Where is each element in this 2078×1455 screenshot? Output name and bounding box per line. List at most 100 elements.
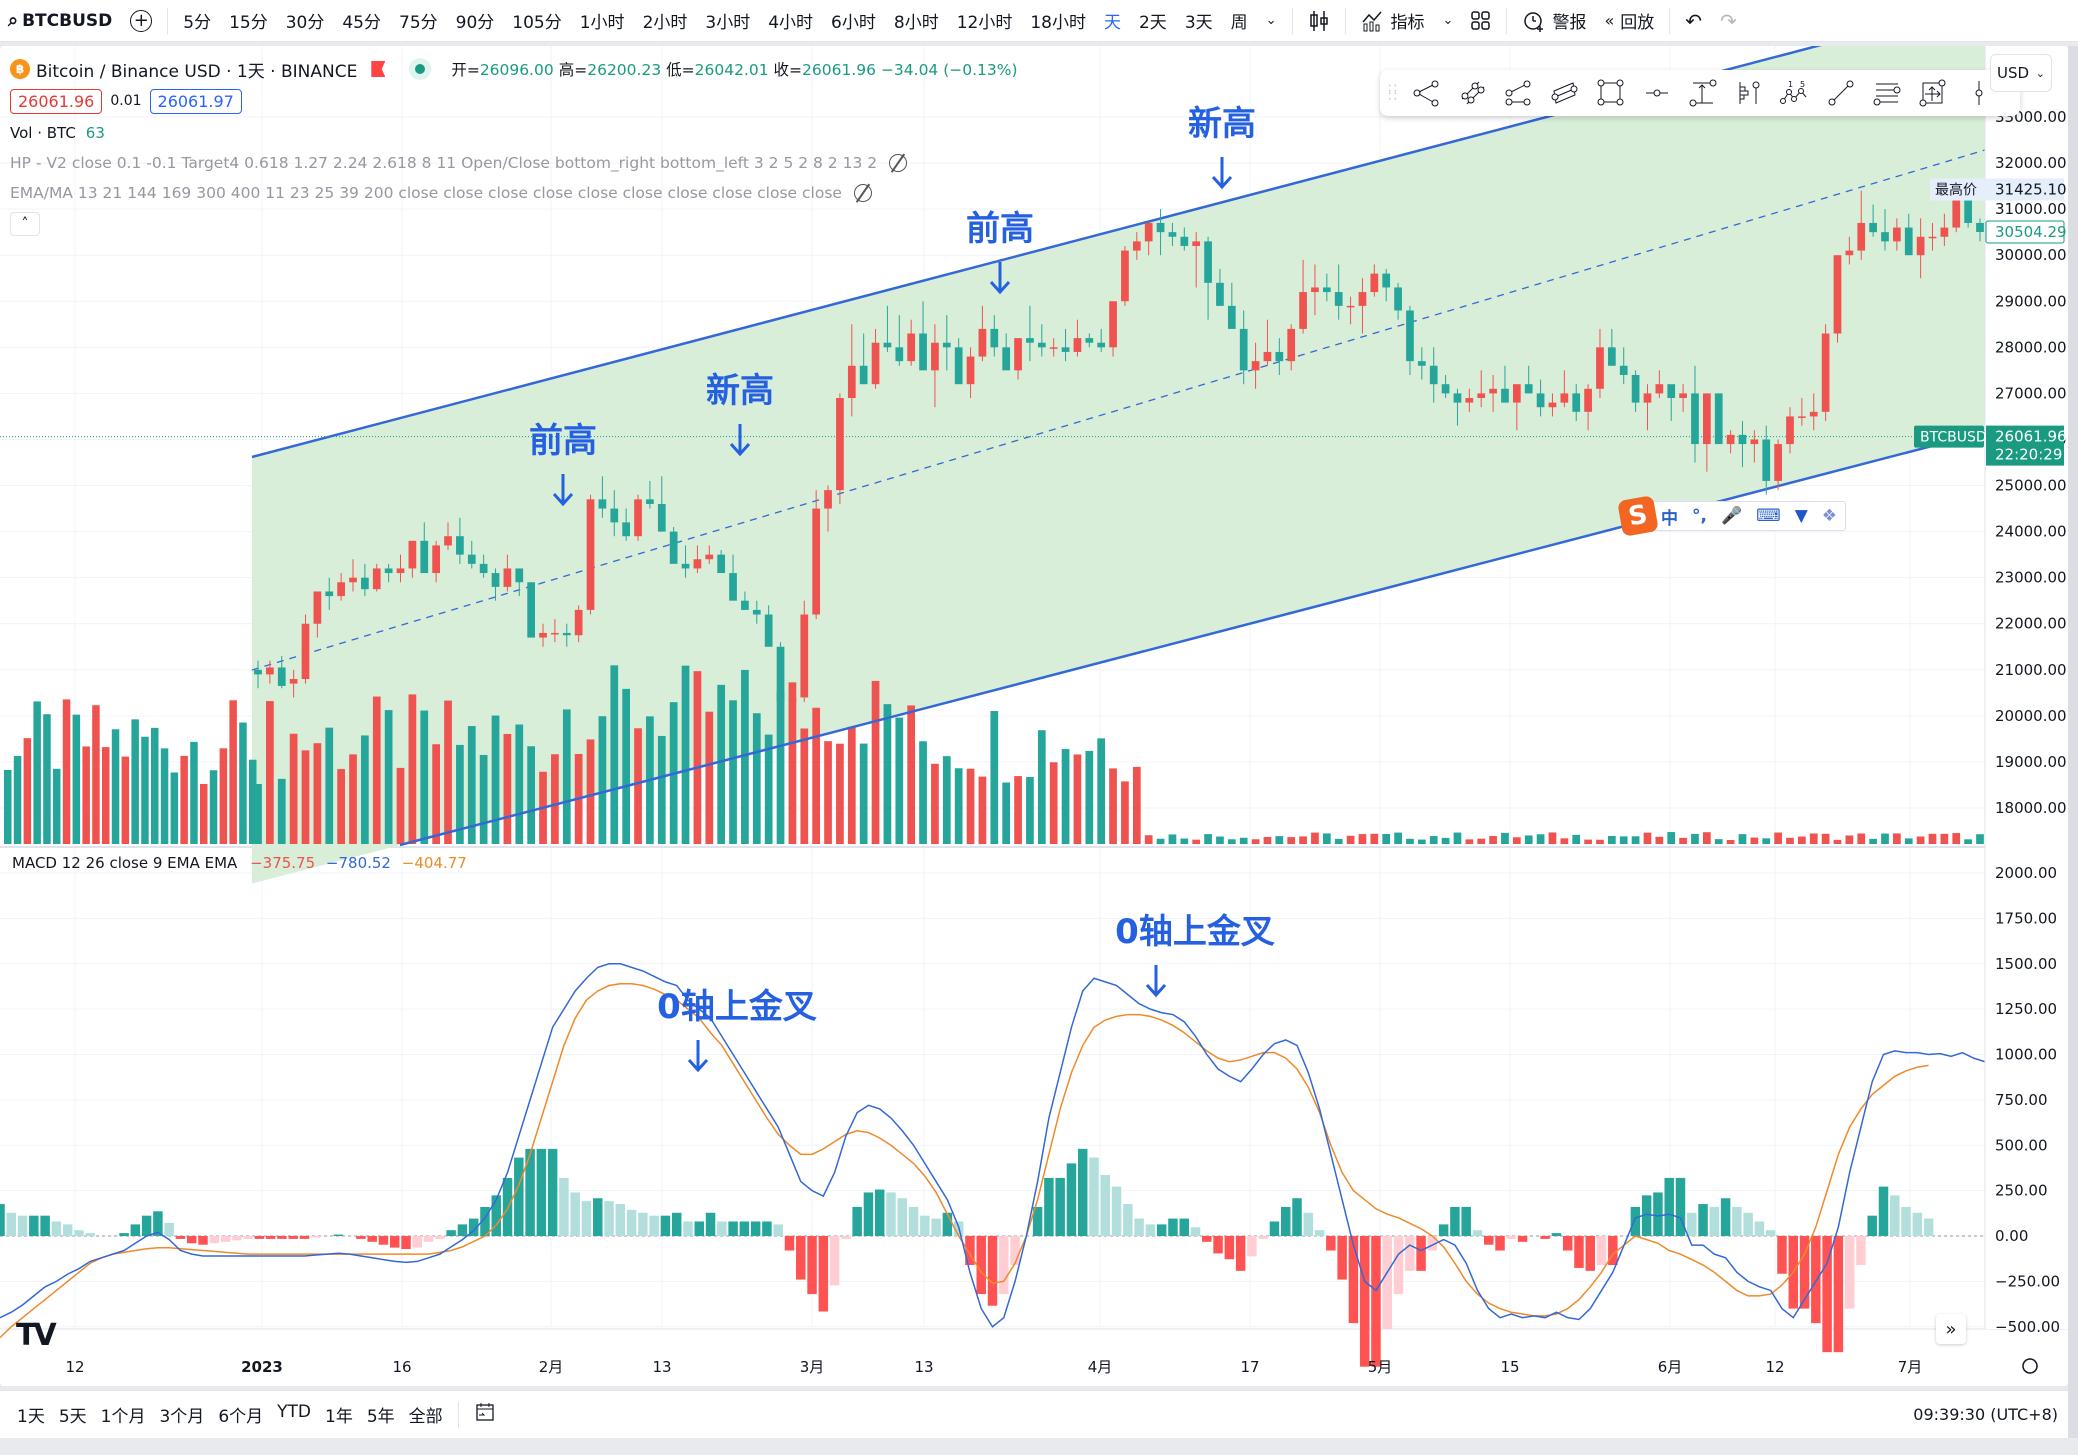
interval-10[interactable]: 4小时 (768, 13, 814, 33)
macd-histogram-bar (1867, 1215, 1877, 1236)
range-5[interactable]: YTD (277, 1402, 311, 1422)
interval-13[interactable]: 12小时 (956, 13, 1013, 33)
interval-9[interactable]: 3小时 (705, 13, 751, 33)
alert-button[interactable]: 警报 (1513, 0, 1595, 42)
sell-price-button[interactable]: 26061.96 (10, 88, 103, 114)
macd-histogram-bar (175, 1236, 186, 1239)
volume-bar (1014, 776, 1022, 844)
buy-price-button[interactable]: 26061.97 (149, 88, 242, 114)
interval-18[interactable]: 周 (1230, 13, 1248, 33)
tool-channel[interactable] (1496, 73, 1542, 113)
layout-button[interactable] (1462, 0, 1500, 42)
indicator-ema-row[interactable]: EMA/MA 13 21 144 169 300 400 11 23 25 39… (10, 178, 1018, 208)
macd-histogram-bar (435, 1236, 445, 1239)
macd-histogram-bar (1247, 1236, 1257, 1257)
interval-dropdown-chevron-icon[interactable]: ⌄ (1265, 13, 1277, 28)
interval-14[interactable]: 18小时 (1030, 13, 1086, 33)
range-2[interactable]: 1个月 (100, 1407, 146, 1427)
ime-chinese-toggle[interactable]: 中 (1661, 508, 1678, 529)
interval-3[interactable]: 45分 (342, 13, 381, 33)
ime-punctuation-toggle[interactable]: °, (1692, 506, 1707, 526)
tool-parallel[interactable] (1450, 73, 1496, 113)
interval-17[interactable]: 3天 (1184, 13, 1213, 33)
eye-hidden-icon[interactable] (889, 154, 908, 172)
settings-gear-icon[interactable] (2022, 1358, 2038, 1374)
range-4[interactable]: 6个月 (218, 1407, 264, 1427)
tool-date-price-range[interactable] (1910, 73, 1956, 113)
candle-body (847, 365, 856, 399)
interval-11[interactable]: 6小时 (831, 13, 876, 33)
range-6[interactable]: 1年 (325, 1407, 353, 1427)
volume-bar (1358, 834, 1367, 844)
candle-body (1679, 393, 1687, 399)
interval-7[interactable]: 1小时 (579, 13, 625, 33)
eye-hidden-icon[interactable] (853, 184, 872, 202)
compare-symbol-button[interactable]: + (121, 0, 161, 42)
scroll-to-realtime-button[interactable]: » (1936, 1314, 1966, 1344)
tool-pitchfan[interactable] (1404, 73, 1450, 113)
tool-fib-retracement[interactable] (1864, 73, 1910, 113)
candle-body (1275, 351, 1284, 362)
macd-histogram-bar (1235, 1236, 1246, 1271)
interval-0[interactable]: 5分 (183, 13, 212, 33)
interval-15[interactable]: 天 (1103, 13, 1121, 33)
clock-timezone-button[interactable]: 09:39:30 (UTC+8) (1913, 1405, 2058, 1424)
chart-type-button[interactable] (1299, 0, 1339, 42)
interval-5[interactable]: 90分 (455, 13, 495, 33)
tool-vertical-line[interactable] (1956, 73, 2002, 113)
goto-date-button[interactable] (467, 1401, 503, 1428)
range-0[interactable]: 1天 (17, 1407, 45, 1427)
undo-button[interactable]: ↶ (1676, 0, 1711, 42)
indicators-button[interactable]: 指标 (1352, 0, 1434, 42)
redo-button[interactable]: ↷ (1711, 0, 1746, 42)
interval-2[interactable]: 30分 (285, 13, 325, 33)
price-tick-label: 20000.00 (1995, 707, 2067, 725)
volume-bar (598, 716, 607, 844)
macd-histogram-bar (1179, 1218, 1189, 1236)
candle-body (1417, 361, 1426, 366)
indicators-dropdown-chevron-icon[interactable]: ⌄ (1442, 13, 1454, 28)
volume-bar (53, 768, 61, 844)
symbol-search-button[interactable]: ⌕ BTCBUSD (0, 0, 121, 42)
range-1[interactable]: 5天 (58, 1407, 87, 1427)
tool-rectangle[interactable] (1588, 73, 1634, 113)
toolbox-icon[interactable]: ❖ (1821, 506, 1838, 526)
currency-select[interactable]: USD ⌄ (1990, 54, 2052, 92)
tool-price-range[interactable] (1680, 73, 1726, 113)
microphone-icon[interactable]: 🎤 (1720, 506, 1743, 526)
interval-4[interactable]: 75分 (399, 13, 438, 33)
collapse-legend-button[interactable]: ˄ (10, 212, 40, 236)
range-3[interactable]: 3个月 (159, 1407, 205, 1427)
sogou-logo-icon[interactable]: S (1617, 495, 1659, 537)
skin-shirt-icon[interactable]: ▼ (1794, 506, 1808, 526)
market-status-icon[interactable] (409, 58, 432, 80)
range-8[interactable]: 全部 (408, 1407, 443, 1427)
tool-volume-profile[interactable] (1726, 73, 1772, 113)
divider (1669, 7, 1671, 34)
tool-horizontal-ray[interactable] (1634, 73, 1680, 113)
currency-value: USD (1997, 64, 2030, 82)
tool-parallelogram[interactable] (1542, 73, 1588, 113)
interval-6[interactable]: 105分 (512, 13, 562, 33)
chart-canvas[interactable]: 前高新高前高新高0轴上金叉0轴上金叉33000.0032000.0031000.… (0, 46, 2068, 1386)
chart-container[interactable]: 前高 新高 前高 新高 0轴上金叉 0轴上金叉 33000.00 32000.00 31000.… (0, 46, 2068, 1386)
macd-histogram-bar (1822, 1236, 1832, 1353)
tool-trend-line[interactable] (1818, 73, 1864, 113)
macd-histogram-bar (1044, 1177, 1054, 1236)
range-7[interactable]: 5年 (366, 1407, 395, 1427)
volume-bar (1619, 836, 1628, 844)
interval-8[interactable]: 2小时 (642, 13, 688, 33)
drag-handle-icon[interactable]: ∷ ∷ (1388, 81, 1397, 105)
indicator-hp-row[interactable]: HP - V2 close 0.1 -0.1 Target4 0.618 1.2… (10, 148, 1018, 178)
interval-16[interactable]: 2天 (1138, 13, 1167, 33)
keyboard-icon[interactable]: ⌨ (1756, 506, 1781, 526)
replay-button[interactable]: « 回放 (1595, 0, 1663, 42)
tradingview-logo[interactable]: TV (16, 1318, 57, 1353)
time-axis-label: 15 (1500, 1358, 1519, 1376)
price-tick-label: 24000.00 (1995, 523, 2067, 541)
macd-histogram-bar (1134, 1218, 1144, 1236)
interval-12[interactable]: 8小时 (893, 13, 939, 33)
flag-icon[interactable] (371, 61, 386, 77)
interval-1[interactable]: 15分 (229, 13, 268, 33)
